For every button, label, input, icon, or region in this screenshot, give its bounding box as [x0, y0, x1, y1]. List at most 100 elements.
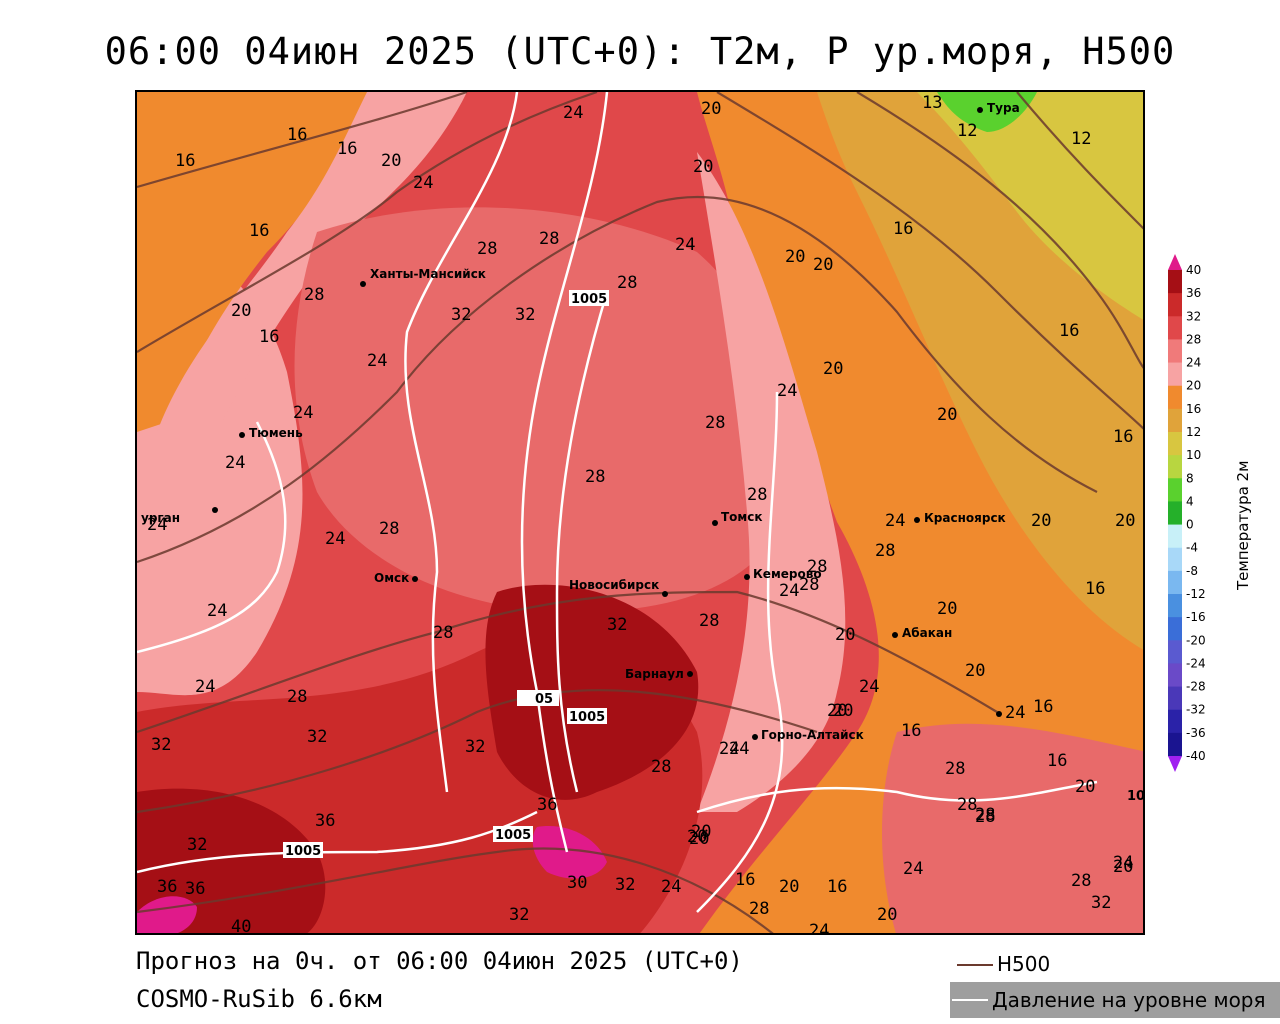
temp-label: 28 [875, 541, 895, 561]
legend-tick-label: 16 [1186, 402, 1201, 416]
temp-label: 28 [705, 413, 725, 433]
temp-zone-12-ne [917, 92, 1143, 320]
legend-swatch [1168, 524, 1182, 549]
temp-label: 24 [809, 921, 829, 935]
temp-label: 16 [901, 721, 921, 741]
temp-label: 16 [1059, 321, 1079, 341]
temp-label: 16 [827, 877, 847, 897]
temp-label: 24 [1005, 703, 1025, 723]
city-label-khanty: Ханты-Мансийск [370, 267, 486, 281]
temp-label: 28 [379, 519, 399, 539]
isobar-label: 1005 [571, 292, 607, 307]
legend-tick-label: 4 [1186, 494, 1194, 508]
legend-swatch [1168, 732, 1182, 757]
temp-label: 12 [1071, 129, 1091, 149]
temp-label: 24 [661, 877, 681, 897]
temp-label: 24 [719, 739, 739, 759]
legend-swatch [1168, 686, 1182, 711]
legend-tick-label: 24 [1186, 356, 1201, 370]
city-dot-omsk [412, 576, 418, 582]
temp-label: 20 [701, 99, 721, 119]
isobar-labels: 1005 1005 1005 1005 05 1005 10 [283, 290, 1145, 859]
temp-label: 24 [207, 601, 227, 621]
city-dot-khanty [360, 281, 366, 287]
temp-label: 28 [799, 575, 819, 595]
city-markers: Тура Ханты-Мансийск Тюмень урган Омск Но… [141, 101, 1020, 742]
temp-label: 36 [537, 795, 557, 815]
temp-label: 20 [835, 625, 855, 645]
temp-label: 20 [827, 701, 847, 721]
temp-label: 20 [833, 701, 853, 721]
isobar-label: 1005 [495, 828, 531, 843]
temp-label: 24 [225, 453, 245, 473]
legend-tick-label: -8 [1186, 564, 1198, 578]
temp-label: 28 [617, 273, 637, 293]
temp-label: 28 [957, 795, 977, 815]
temp-label: 20 [689, 829, 709, 849]
legend-tick-label: -36 [1186, 726, 1206, 740]
legend-swatch [1168, 455, 1182, 479]
temp-label: 24 [563, 103, 583, 123]
isobar-label: 10 [1127, 789, 1145, 804]
temp-label: 24 [1113, 853, 1133, 873]
legend-tick-label: -20 [1186, 633, 1206, 647]
legend-tick-label: -40 [1186, 749, 1206, 763]
forecast-info: Прогноз на 0ч. от 06:00 04июн 2025 (UTC+… [136, 947, 743, 975]
legend-swatch [1168, 293, 1182, 317]
legend-swatch [1168, 617, 1182, 641]
legend-swatch [1168, 339, 1182, 364]
city-dot-tomsk [712, 520, 718, 526]
temp-label: 16 [175, 151, 195, 171]
city-dot-tura [977, 107, 983, 113]
temp-label: 36 [157, 877, 177, 897]
temp-label: 16 [1033, 697, 1053, 717]
legend-tick-label: -24 [1186, 656, 1206, 670]
legend-swatch [1168, 362, 1182, 387]
legend-swatch [1168, 709, 1182, 734]
model-info: COSMO-RuSib 6.6км [136, 985, 382, 1013]
temp-label: 28 [651, 757, 671, 777]
temp-label: 28 [975, 805, 995, 825]
temperature-legend: 40 36 32 28 24 20 16 12 10 8 4 0 -4 -8 -12 -16 -20 -24 -28… [1160, 250, 1280, 790]
city-label-novosib: Новосибирск [569, 578, 659, 592]
legend-tick-label: 36 [1186, 286, 1201, 300]
legend-swatch [1168, 547, 1182, 572]
legend-swatch [1168, 270, 1182, 294]
legend-tick-label: 40 [1186, 263, 1201, 277]
legend-swatch [1168, 663, 1182, 688]
city-dot-krasn [914, 517, 920, 523]
temp-label: 28 [287, 687, 307, 707]
temp-label: 32 [151, 735, 171, 755]
legend-tick-label: 32 [1186, 309, 1201, 323]
legend-bottom-arrow [1168, 756, 1182, 772]
legend-tick-label: -4 [1186, 541, 1198, 555]
temp-label: 13 [922, 93, 942, 113]
temp-label: 24 [777, 381, 797, 401]
temp-label: 16 [249, 221, 269, 241]
temp-label: 16 [337, 139, 357, 159]
city-label-kemerovo: Кемерово [753, 567, 822, 581]
temp-label: 28 [945, 759, 965, 779]
temp-zone-40-south [532, 826, 607, 879]
temp-label: 24 [195, 677, 215, 697]
temp-label: 16 [1113, 427, 1133, 447]
temp-label: 16 [287, 125, 307, 145]
temp-label: 36 [315, 811, 335, 831]
temp-zone-24-east [697, 152, 846, 812]
temp-label: 20 [813, 255, 833, 275]
temp-label: 20 [1115, 511, 1135, 531]
forecast-map: Тура Ханты-Мансийск Тюмень урган Омск Но… [135, 90, 1145, 935]
h500-key-label: H500 [997, 952, 1051, 976]
temp-label: 20 [231, 301, 251, 321]
city-label-barnaul: Барнаул [625, 667, 684, 681]
page-title: 06:00 04июн 2025 (UTC+0): T2м, P ур.моря… [104, 30, 1176, 73]
temp-label: 32 [451, 305, 471, 325]
legend-swatch [1168, 316, 1182, 340]
temp-label: 28 [975, 807, 995, 827]
temp-label: 24 [885, 511, 905, 531]
temp-label: 20 [693, 157, 713, 177]
temp-label: 32 [307, 727, 327, 747]
temp-zone-36-sw [137, 788, 326, 933]
legend-swatch [1168, 594, 1182, 618]
temp-label: 36 [185, 879, 205, 899]
